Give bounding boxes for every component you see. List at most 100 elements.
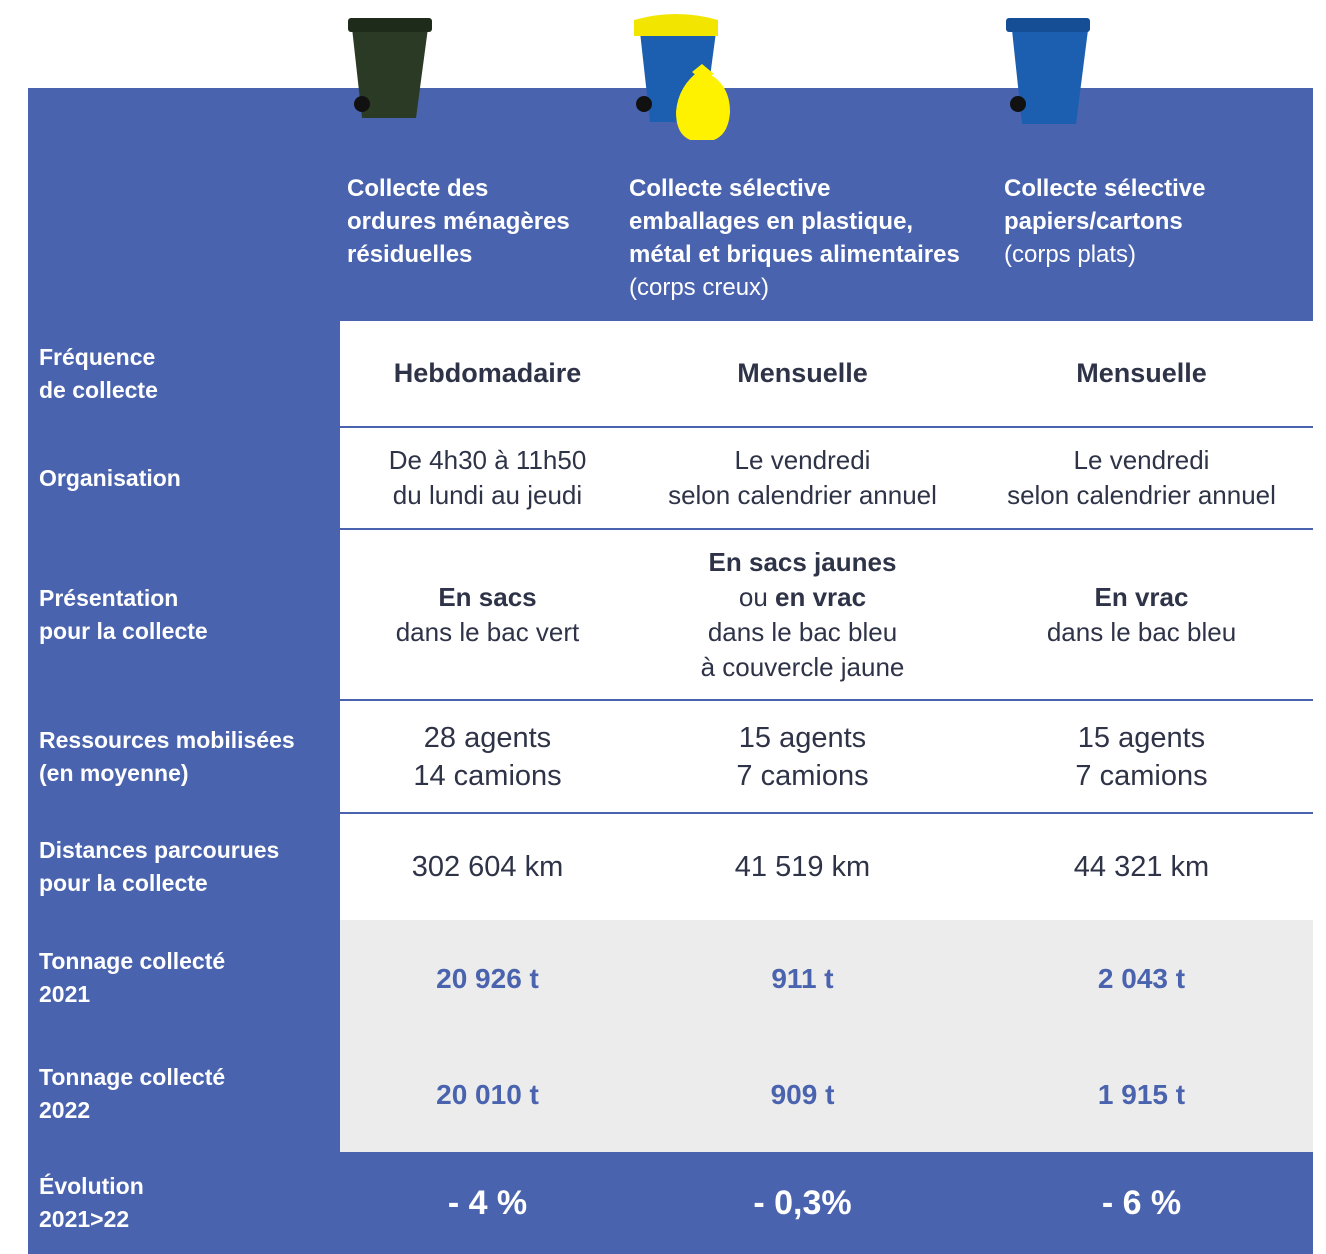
table-cell: - 0,3%: [635, 1152, 970, 1254]
table-cell: 302 604 km: [340, 813, 635, 920]
text-line: 44 321 km: [1074, 848, 1209, 886]
text-line: Mensuelle: [737, 356, 868, 391]
text-line: 20 926 t: [436, 961, 539, 996]
text-segment: Mensuelle: [737, 358, 868, 388]
table-cell: 2 043 t: [970, 920, 1313, 1036]
text-line: De 4h30 à 11h50: [389, 443, 587, 478]
text-segment: 41 519 km: [734, 850, 871, 883]
text-line: à couvercle jaune: [701, 650, 905, 685]
row-separator: [340, 528, 1313, 530]
label-line: Ressources mobilisées: [39, 726, 295, 753]
text-segment: emballages en plastique,: [629, 208, 914, 235]
row-data-area: [340, 700, 1313, 813]
table-cell: De 4h30 à 11h50 du lundi au jeudi: [340, 427, 635, 529]
label-line: pour la collecte: [39, 869, 208, 896]
text-segment: Le vendredi: [1073, 445, 1210, 475]
text-line: - 4 %: [447, 1183, 528, 1222]
text-line: 15 agents: [739, 719, 866, 757]
label-line: Présentation: [39, 584, 179, 611]
green-bin: [348, 18, 432, 118]
text-line: du lundi au jeudi: [393, 478, 582, 513]
row-data-area: [340, 427, 1313, 529]
table-row: Organisation De 4h30 à 11h50 du lundi au j…: [28, 426, 1313, 529]
row-label: Ressources mobilisées (en moyenne): [28, 700, 340, 813]
text-line: 7 camions: [1075, 757, 1207, 795]
text-segment: - 0,3%: [753, 1183, 852, 1222]
blue-bin-yellow-lid: [634, 14, 730, 140]
text-segment: 44 321 km: [1073, 850, 1210, 883]
label-line: 2021: [39, 981, 91, 1007]
table-cell: Mensuelle: [970, 320, 1313, 427]
row-data-area: [340, 1036, 1313, 1152]
text-line: 2 043 t: [1098, 961, 1185, 996]
row-label: Distances parcourues pour la collecte: [28, 813, 340, 920]
text-segment: en vrac: [775, 581, 867, 612]
text-segment: 2 043 t: [1097, 962, 1186, 994]
text-line: 1 915 t: [1098, 1077, 1185, 1112]
table-row: Tonnage collecté 2022 20 010 t 909 t 1 915 t: [28, 1036, 1313, 1152]
text-line: Hebdomadaire: [394, 356, 582, 391]
row-label: Fréquence de collecte: [28, 320, 340, 427]
text-segment: du lundi au jeudi: [392, 480, 583, 510]
text-line: dans le bac bleu: [1047, 615, 1236, 650]
text-segment: Le vendredi: [734, 445, 871, 475]
table-cell: 15 agents 7 camions: [970, 700, 1313, 813]
text-line: métal et briques alimentaires: [629, 238, 960, 271]
text-line: 302 604 km: [412, 848, 564, 886]
text-line: - 0,3%: [753, 1183, 852, 1222]
table-cell: 1 915 t: [970, 1036, 1313, 1152]
table-cell: En sacs jaunes ou en vrac dans le bac bleu…: [635, 529, 970, 700]
table-row: Distances parcourues pour la collecte 302 …: [28, 812, 1313, 920]
text-segment: 15 agents: [1077, 721, 1206, 754]
label-line: Fréquence: [39, 343, 156, 370]
text-segment: dans le bac vert: [395, 616, 580, 647]
column-header: Collecte des ordures ménagères résiduelles: [347, 172, 570, 271]
text-line: 41 519 km: [735, 848, 870, 886]
table-cell: - 6 %: [970, 1152, 1313, 1254]
table-cell: 28 agents 14 camions: [340, 700, 635, 813]
table-cell: 909 t: [635, 1036, 970, 1152]
text-segment: Collecte sélective: [1004, 175, 1206, 202]
text-line: résiduelles: [347, 238, 570, 271]
label-line: 2022: [39, 1097, 91, 1123]
text-segment: 15 agents: [738, 721, 867, 754]
text-segment: métal et briques alimentaires: [629, 241, 960, 268]
text-segment: ou: [738, 581, 776, 612]
text-segment: 20 926 t: [436, 962, 539, 994]
text-line: 28 agents: [424, 719, 551, 757]
text-line: 15 agents: [1078, 719, 1205, 757]
text-segment: selon calendrier annuel: [668, 480, 937, 510]
text-segment: 7 camions: [1075, 759, 1208, 792]
label-line: Évolution: [39, 1173, 144, 1199]
table-cell: Hebdomadaire: [340, 320, 635, 427]
label-line: Tonnage collecté: [39, 948, 226, 974]
table-cell: En sacs dans le bac vert: [340, 529, 635, 700]
text-line: 20 010 t: [436, 1077, 539, 1112]
row-data-area: [340, 920, 1313, 1036]
text-line: papiers/cartons: [1004, 205, 1205, 238]
row-label: Présentation pour la collecte: [28, 529, 340, 700]
table-cell: 44 321 km: [970, 813, 1313, 920]
text-segment: selon calendrier annuel: [1007, 480, 1276, 510]
row-label: Tonnage collecté 2021: [28, 920, 340, 1036]
text-line: - 6 %: [1102, 1185, 1181, 1221]
text-segment: 20 010 t: [436, 1078, 539, 1110]
text-line: En sacs: [438, 580, 536, 615]
text-segment: dans le bac bleu: [1046, 616, 1237, 647]
row-label: Tonnage collecté 2022: [28, 1036, 340, 1152]
label-line: Tonnage collecté: [39, 1064, 226, 1090]
text-line: dans le bac vert: [396, 615, 580, 650]
table-cell: Mensuelle: [635, 320, 970, 427]
row-label: Évolution 2021>22: [28, 1152, 340, 1254]
text-segment: (corps plats): [1004, 241, 1137, 268]
text-segment: 1 915 t: [1097, 1078, 1186, 1110]
text-line: ou en vrac: [739, 580, 866, 615]
text-segment: (corps creux): [629, 274, 770, 301]
row-separator: [340, 319, 1313, 321]
table-row: Tonnage collecté 2021 20 926 t 911 t 2 043 t: [28, 920, 1313, 1036]
row-data-area: [340, 1152, 1313, 1254]
text-segment: - 4 %: [447, 1183, 528, 1222]
table-row: Présentation pour la collecte En sacs dans …: [28, 528, 1313, 700]
table-cell: Le vendredi selon calendrier annuel: [635, 427, 970, 529]
